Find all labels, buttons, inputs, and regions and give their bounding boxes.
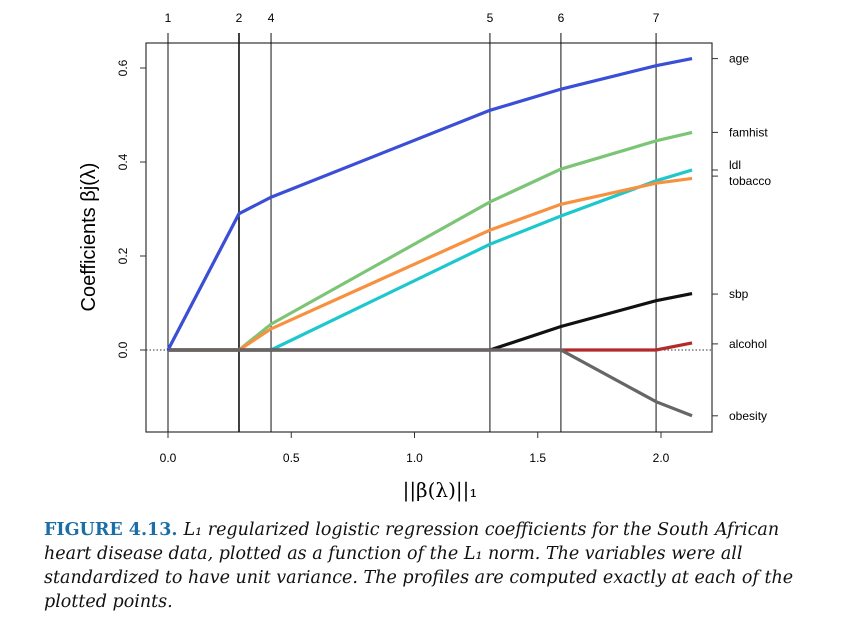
top-tick-label: 1 [165, 11, 172, 25]
figure-caption: FIGURE 4.13. L₁ regularized logistic regr… [44, 518, 824, 614]
x-axis-label: ||β(λ)||₁ [403, 478, 478, 503]
right-label-alcohol: alcohol [729, 337, 767, 351]
right-label-sbp: sbp [729, 287, 749, 301]
right-label-ldl: ldl [729, 158, 741, 172]
caption-text: L₁ regularized logistic regression coeff… [44, 520, 794, 612]
top-tick-label: 2 [236, 11, 243, 25]
top-tick-label: 4 [268, 11, 275, 25]
right-label-famhist: famhist [729, 125, 768, 139]
right-label-obesity: obesity [729, 409, 767, 423]
series-line-age [166, 57, 693, 351]
series-line-obesity [168, 348, 693, 418]
x-tick-label: 1.0 [406, 451, 423, 465]
top-tick-label: 7 [653, 11, 660, 25]
x-tick-label: 0.5 [283, 451, 300, 465]
y-tick-label: 0.2 [116, 247, 130, 264]
series-line-sbp [168, 292, 693, 352]
series-line-ldl [168, 168, 693, 352]
right-label-age: age [729, 52, 749, 66]
right-label-tobacco: tobacco [729, 174, 771, 188]
top-tick-label: 5 [487, 11, 494, 25]
x-tick-label: 2.0 [653, 451, 670, 465]
y-axis-label: Coefficients βj(λ) [78, 163, 100, 312]
y-tick-label: 0.4 [116, 153, 130, 170]
series-line-tobacco [168, 176, 693, 352]
x-tick-label: 1.5 [529, 451, 546, 465]
plot-frame [145, 42, 713, 433]
series-segment-age-dotted [166, 213, 241, 351]
x-tick-label: 0.0 [160, 451, 177, 465]
y-tick-label: 0.0 [116, 341, 130, 358]
figure-label: FIGURE 4.13. [44, 520, 178, 540]
y-tick-label: 0.6 [116, 59, 130, 76]
coefficient-path-chart: 1 2 4 5 6 7 0.0 0.5 1.0 1.5 2.0 0.0 0.2 0.4 0.6 ||β(λ)|… [78, 11, 771, 503]
top-tick-label: 6 [558, 11, 565, 25]
series-line-famhist [168, 130, 693, 352]
